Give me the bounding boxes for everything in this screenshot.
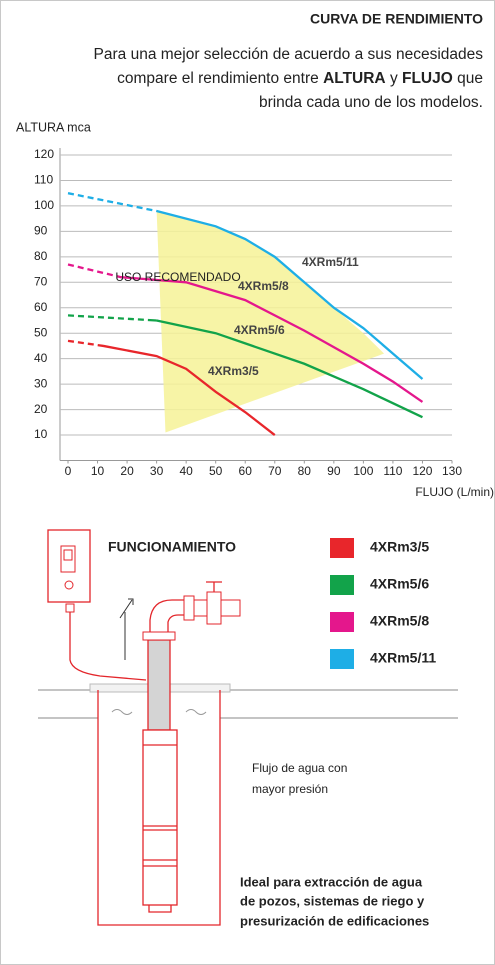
series-label: 4XRm5/11	[302, 255, 359, 269]
x-tick-label: 20	[120, 464, 134, 478]
elbow	[149, 599, 184, 632]
y-tick-label: 90	[34, 224, 48, 238]
intro-line: brinda cada uno de los modelos.	[259, 94, 483, 111]
intro-text: y	[390, 70, 398, 87]
x-tick-label: 110	[383, 464, 402, 478]
pump	[142, 729, 178, 906]
intro-text: que	[457, 70, 483, 87]
x-tick-label: 100	[353, 464, 373, 478]
light	[64, 580, 74, 590]
flow-note: mayor presión	[252, 782, 328, 796]
switch-lever	[63, 549, 73, 561]
usage-note: presurización de edificaciones	[240, 913, 429, 928]
series-label: 4XRm5/6	[234, 323, 285, 337]
x-tick-label: 40	[179, 464, 193, 478]
x-tick-label: 80	[298, 464, 312, 478]
coupling	[183, 595, 195, 621]
y-tick-label: 10	[34, 427, 48, 441]
y-tick-label: 110	[34, 173, 53, 187]
well	[97, 690, 221, 926]
legend-label: 4XRm5/6	[370, 576, 429, 592]
legend-label: 4XRm3/5	[370, 539, 429, 555]
flow-arrow	[119, 598, 134, 660]
y-tick-label: 120	[34, 147, 54, 161]
intro-line: Para una mejor selección de acuerdo a su…	[94, 46, 484, 63]
flow-note: Flujo de agua con	[252, 761, 347, 775]
y-tick-label: 40	[34, 351, 48, 365]
intro-emphasis: FLUJO	[402, 70, 453, 87]
region-label: USO RECOMENDADO	[115, 270, 240, 284]
x-tick-label: 70	[268, 464, 282, 478]
y-axis-label: ALTURA mca	[16, 120, 91, 134]
y-tick-label: 30	[34, 376, 48, 390]
x-tick-label: 0	[65, 464, 72, 478]
y-tick-label: 50	[34, 325, 48, 339]
series-line	[67, 314, 423, 419]
usage-note: de pozos, sistemas de riego y	[240, 893, 425, 908]
x-tick-label: 90	[327, 464, 341, 478]
legend-swatch	[330, 575, 354, 595]
legend-swatch	[330, 612, 354, 632]
x-tick-label: 60	[239, 464, 253, 478]
usage-note: Ideal para extracción de agua	[240, 874, 423, 889]
y-tick-label: 100	[34, 198, 54, 212]
legend-label: 4XRm5/8	[370, 613, 429, 629]
series-label: 4XRm5/8	[238, 279, 289, 293]
flange	[142, 631, 176, 641]
y-tick-label: 60	[34, 300, 48, 314]
series-label: 4XRm3/5	[208, 364, 259, 378]
diagram-title: FUNCIONAMIENTO	[108, 539, 236, 555]
x-axis-label: FLUJO (L/min)	[415, 485, 494, 499]
y-tick-label: 80	[34, 249, 48, 263]
x-tick-label: 120	[412, 464, 432, 478]
chart: 10 20 30 40 50 60 70 80 90 100 110 120 0 10 20 30 40 50 60…	[34, 147, 462, 669]
water	[111, 709, 207, 715]
x-tick-label: 10	[91, 464, 105, 478]
valve	[206, 591, 222, 625]
control-box	[47, 529, 91, 603]
y-tick-label: 70	[34, 274, 48, 288]
diagram: FUNCIONAMIENTO Flujo de agua con mayor p…	[38, 529, 458, 928]
x-tick-label: 30	[150, 464, 164, 478]
ground-lines	[38, 689, 458, 719]
legend-swatch	[330, 538, 354, 558]
legend-label: 4XRm5/11	[370, 650, 436, 666]
plug	[65, 603, 75, 613]
intro-emphasis: ALTURA	[323, 70, 386, 87]
recommended-region	[156, 211, 385, 433]
chart-title: CURVA DE RENDIMIENTO	[310, 11, 483, 27]
valve-handle	[206, 581, 222, 592]
y-tick-label: 20	[34, 402, 48, 416]
x-tick-label: 130	[442, 464, 462, 478]
intro-line: compare el rendimiento entre ALTURA y FL…	[117, 70, 483, 87]
legend-swatch	[330, 649, 354, 669]
series-line	[67, 263, 424, 403]
cable	[69, 612, 147, 681]
pump-details	[143, 744, 177, 913]
pipe	[147, 639, 171, 731]
series-line	[67, 192, 424, 380]
series-line	[67, 339, 276, 436]
x-tick-label: 50	[209, 464, 223, 478]
intro-text: compare el rendimiento entre	[117, 70, 319, 87]
